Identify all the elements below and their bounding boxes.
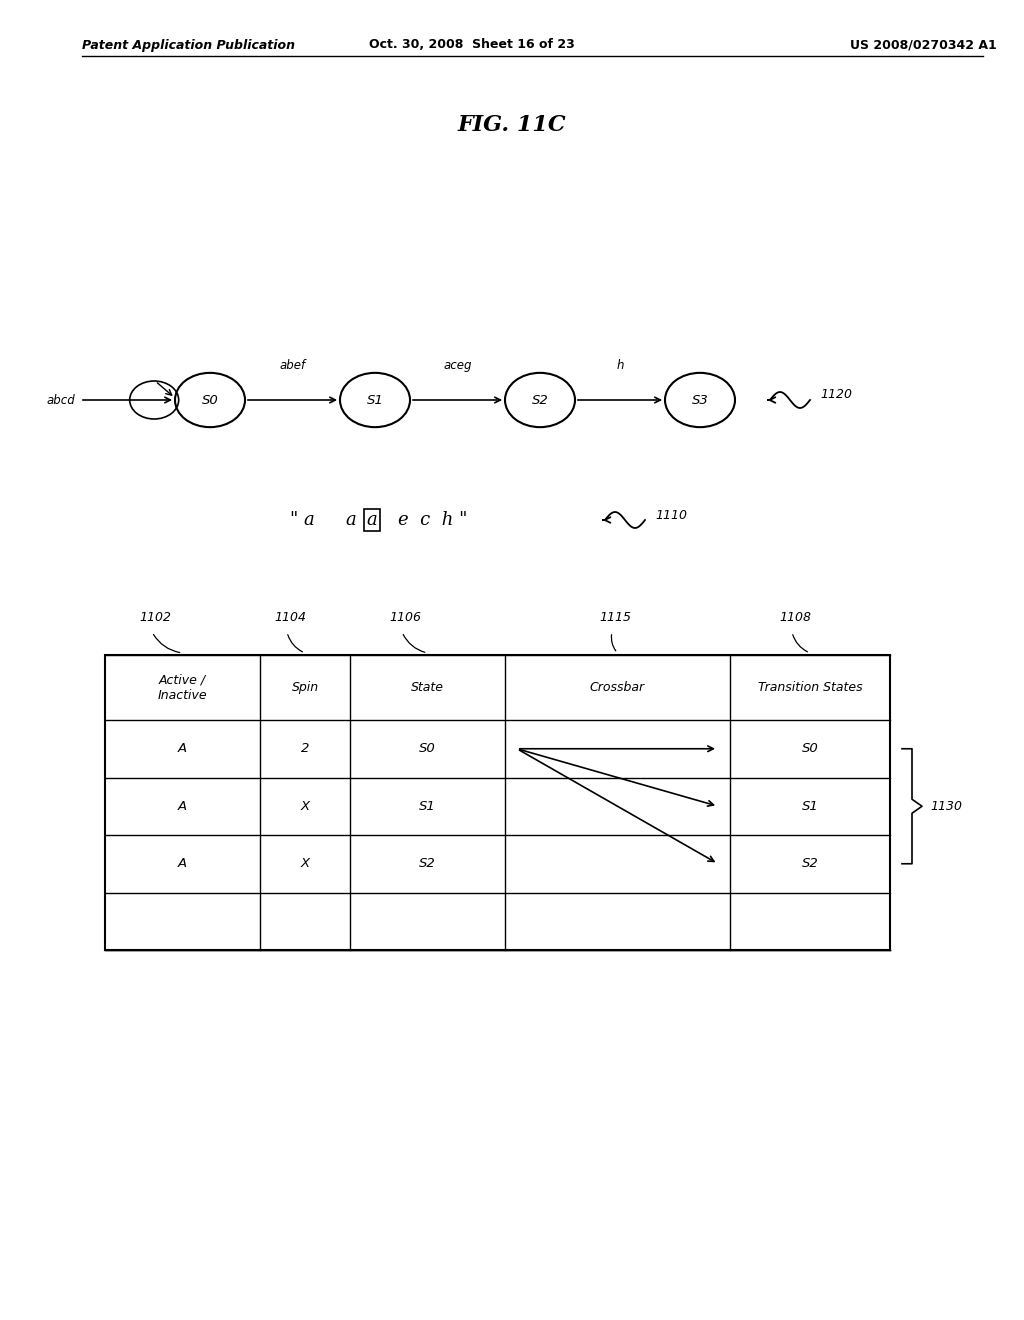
Text: State: State: [411, 681, 444, 694]
Text: A: A: [178, 800, 187, 813]
Text: 1130: 1130: [930, 800, 962, 813]
Text: Active /
Inactive: Active / Inactive: [158, 673, 207, 701]
Text: S2: S2: [531, 393, 549, 407]
Text: a: a: [367, 511, 378, 529]
Text: a: a: [345, 511, 355, 529]
Text: A: A: [178, 742, 187, 755]
Text: X: X: [300, 857, 309, 870]
Text: S2: S2: [802, 857, 818, 870]
Text: 1108: 1108: [779, 611, 811, 623]
Text: S1: S1: [419, 800, 436, 813]
Text: 1102: 1102: [139, 611, 171, 623]
Text: " a: " a: [290, 511, 321, 529]
Text: Crossbar: Crossbar: [590, 681, 645, 694]
Text: S0: S0: [202, 393, 218, 407]
Text: Transition States: Transition States: [758, 681, 862, 694]
Text: abef: abef: [280, 359, 305, 372]
Text: US 2008/0270342 A1: US 2008/0270342 A1: [850, 38, 996, 51]
Text: abcd: abcd: [46, 393, 75, 407]
Text: S2: S2: [419, 857, 436, 870]
Text: Spin: Spin: [292, 681, 318, 694]
Text: h: h: [616, 359, 624, 372]
Text: S0: S0: [802, 742, 818, 755]
Text: Patent Application Publication: Patent Application Publication: [82, 38, 295, 51]
Text: aceg: aceg: [443, 359, 472, 372]
Text: Oct. 30, 2008  Sheet 16 of 23: Oct. 30, 2008 Sheet 16 of 23: [369, 38, 574, 51]
Text: 1104: 1104: [274, 611, 306, 623]
Text: e  c  h ": e c h ": [398, 511, 467, 529]
Text: X: X: [300, 800, 309, 813]
Text: S3: S3: [691, 393, 709, 407]
Text: FIG. 11C: FIG. 11C: [458, 114, 566, 136]
Text: 1110: 1110: [655, 508, 687, 521]
Text: 2: 2: [301, 742, 309, 755]
Text: 1120: 1120: [820, 388, 852, 401]
Bar: [105, 655, 890, 950]
Text: S0: S0: [419, 742, 436, 755]
Text: S1: S1: [802, 800, 818, 813]
Text: S1: S1: [367, 393, 383, 407]
Text: A: A: [178, 857, 187, 870]
Text: 1106: 1106: [389, 611, 421, 623]
Text: 1115: 1115: [599, 611, 631, 623]
